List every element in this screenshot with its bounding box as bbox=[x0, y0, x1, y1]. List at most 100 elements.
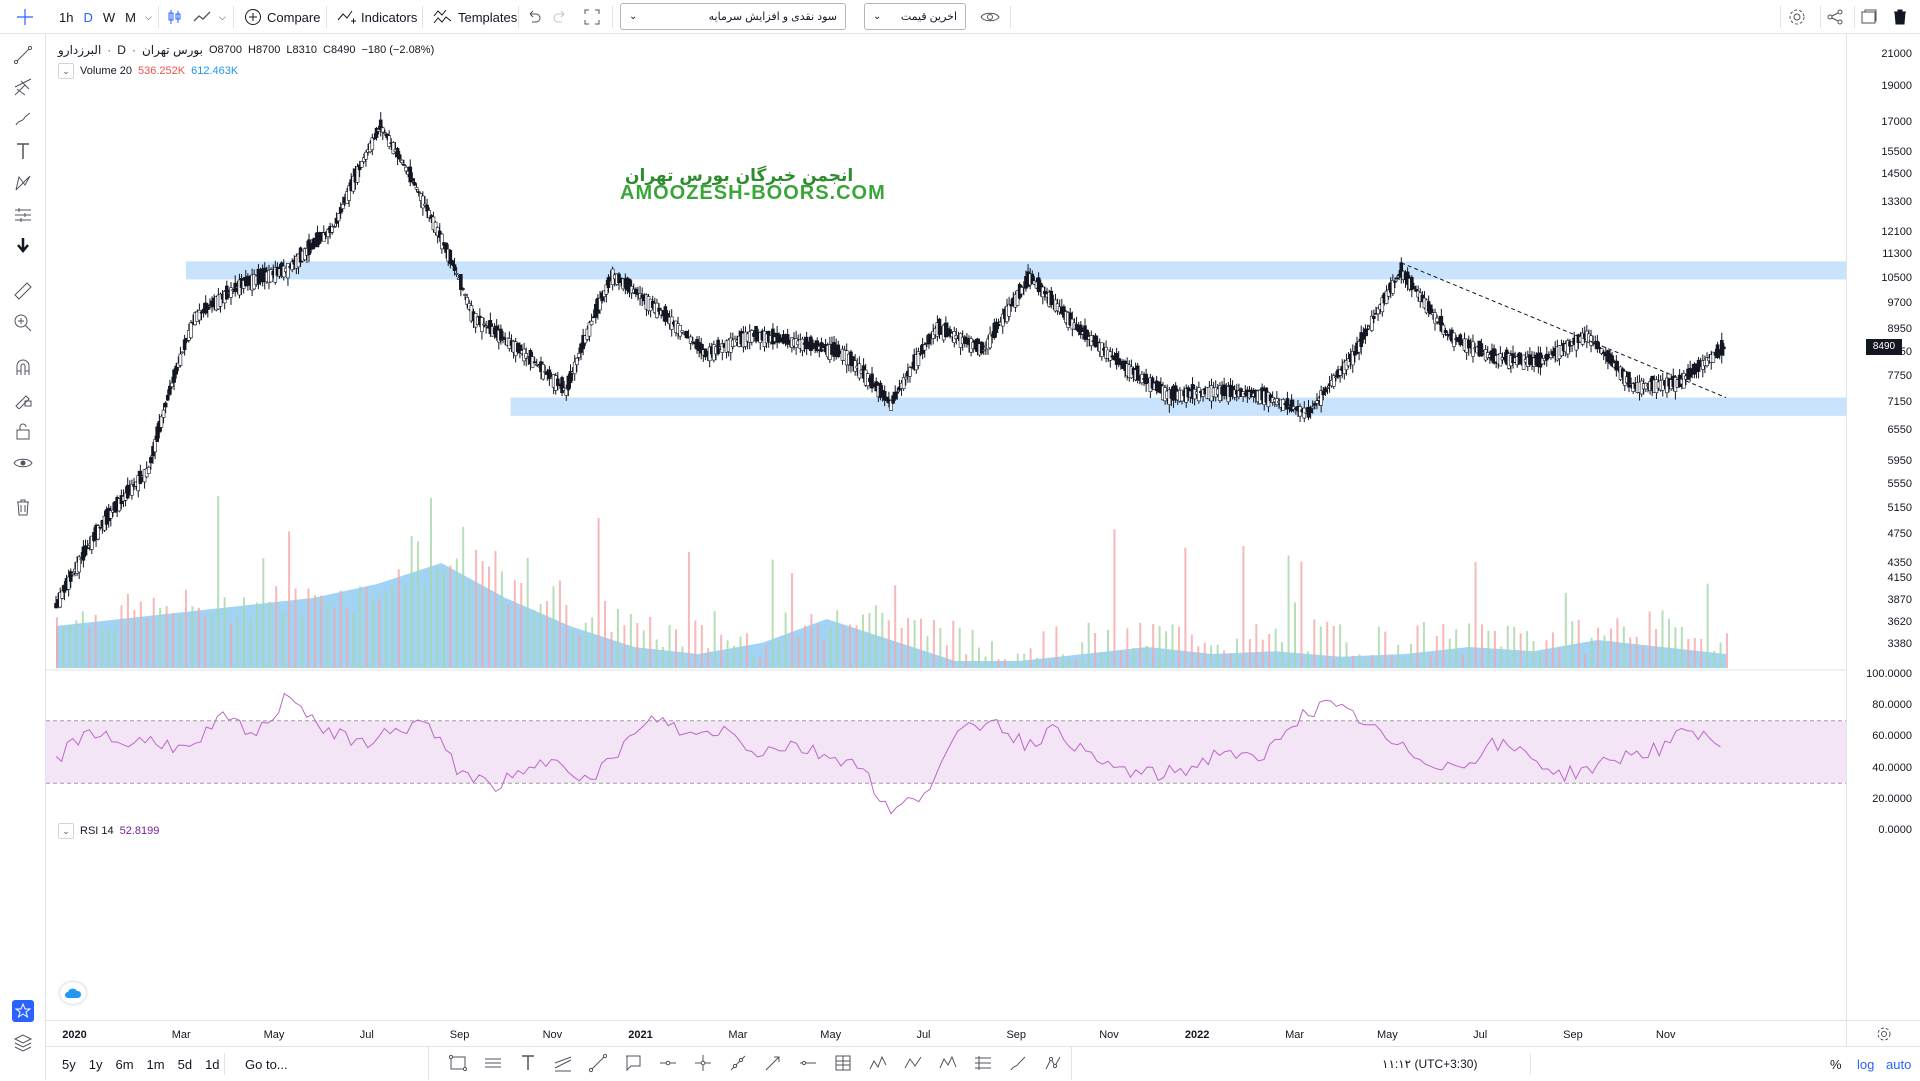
price-type-dropdown[interactable]: ⌄ اخرین قیمت bbox=[864, 3, 966, 30]
fib-retracement-icon[interactable] bbox=[827, 1047, 859, 1079]
xabcd-pattern-icon[interactable] bbox=[862, 1047, 894, 1079]
volume-bar bbox=[255, 602, 258, 668]
candle-body bbox=[370, 137, 375, 151]
time-axis[interactable]: 2020 Mar May Jul Sep Nov 2021 Mar May Jul Sep Nov 20… bbox=[46, 1020, 1846, 1046]
symbol-name[interactable]: البرزدارو bbox=[58, 43, 102, 57]
volume-bar bbox=[62, 626, 65, 668]
lock-icon[interactable] bbox=[12, 420, 34, 442]
abcd-pattern-icon[interactable] bbox=[897, 1047, 929, 1079]
range-1m[interactable]: 1m bbox=[146, 1056, 165, 1072]
indicators-button[interactable]: Indicators bbox=[331, 0, 423, 34]
rsi-label[interactable]: RSI 14 bbox=[80, 825, 114, 837]
volume-bar bbox=[1023, 653, 1026, 668]
magnet-icon[interactable] bbox=[12, 356, 34, 378]
volume-bar bbox=[1042, 631, 1045, 668]
cloud-logo-icon[interactable] bbox=[60, 982, 86, 1004]
interval-1h[interactable]: 1h bbox=[59, 9, 74, 25]
interval-m[interactable]: M bbox=[125, 9, 136, 25]
settings-gear-icon[interactable] bbox=[1788, 0, 1806, 34]
price-chart[interactable] bbox=[46, 34, 1846, 1020]
elliott-wave-icon[interactable] bbox=[932, 1047, 964, 1079]
volume-bar bbox=[1609, 628, 1612, 668]
candle-body bbox=[882, 390, 887, 401]
interval-w[interactable]: W bbox=[102, 9, 116, 25]
volume-bar bbox=[352, 612, 355, 668]
log-toggle[interactable]: log bbox=[1857, 1056, 1875, 1072]
volume-bar bbox=[610, 631, 613, 668]
path-tool-icon[interactable] bbox=[1037, 1047, 1069, 1079]
range-6m[interactable]: 6m bbox=[115, 1056, 134, 1072]
star-watchlist-icon[interactable] bbox=[12, 1000, 34, 1022]
prediction-icon[interactable] bbox=[12, 204, 34, 226]
trend-angle-icon[interactable] bbox=[722, 1047, 754, 1079]
candles-icon[interactable] bbox=[166, 0, 184, 34]
volume-bar bbox=[410, 536, 413, 668]
volume-bar bbox=[1145, 645, 1148, 668]
candle-body bbox=[1435, 317, 1439, 323]
eye-icon[interactable] bbox=[980, 0, 1000, 34]
collapse-chevron-icon[interactable]: ⌄ bbox=[58, 823, 74, 839]
candle-body bbox=[372, 137, 377, 140]
price-axis-label: 4150 bbox=[1887, 571, 1912, 584]
horizontal-line-icon[interactable] bbox=[792, 1047, 824, 1079]
range-1d[interactable]: 1d bbox=[205, 1056, 220, 1072]
zoom-in-icon[interactable] bbox=[12, 312, 34, 334]
range-5d[interactable]: 5d bbox=[177, 1056, 193, 1072]
eye-icon[interactable] bbox=[12, 452, 34, 474]
volume-bar bbox=[455, 558, 458, 668]
dividend-dropdown[interactable]: ⌄ سود نقدی و افزایش سرمایه bbox=[620, 3, 846, 30]
templates-button[interactable]: Templates bbox=[427, 0, 523, 34]
snapshot-icon[interactable] bbox=[1860, 0, 1878, 34]
volume-bar bbox=[1642, 645, 1645, 668]
horizontal-ray-icon[interactable] bbox=[652, 1047, 684, 1079]
share-icon[interactable] bbox=[1826, 0, 1844, 34]
range-1y[interactable]: 1y bbox=[88, 1056, 103, 1072]
crosshair-icon[interactable] bbox=[6, 0, 44, 34]
percent-toggle[interactable]: % bbox=[1830, 1056, 1842, 1072]
brush-icon[interactable] bbox=[12, 108, 34, 130]
auto-toggle[interactable]: auto bbox=[1886, 1056, 1912, 1072]
undo-icon[interactable] bbox=[526, 0, 542, 34]
redo-icon[interactable] bbox=[552, 0, 568, 34]
fullscreen-icon[interactable] bbox=[583, 0, 601, 34]
parallel-channel-icon[interactable] bbox=[477, 1047, 509, 1079]
lock-drawing-icon[interactable] bbox=[12, 388, 34, 410]
text-icon[interactable] bbox=[512, 1047, 544, 1079]
text-tool-icon[interactable] bbox=[12, 140, 34, 162]
pattern-icon[interactable] bbox=[12, 172, 34, 194]
volume-bar bbox=[900, 628, 903, 668]
ray-line-icon[interactable] bbox=[582, 1047, 614, 1079]
trend-line-icon[interactable] bbox=[12, 44, 34, 66]
goto-button[interactable]: Go to... bbox=[245, 1056, 288, 1072]
trash-icon[interactable] bbox=[12, 496, 34, 518]
line-chart-icon[interactable] bbox=[192, 0, 212, 34]
volume-bar bbox=[1010, 662, 1013, 668]
ruler-icon[interactable] bbox=[12, 280, 34, 302]
clock-label[interactable]: ۱۱:۱۲ (UTC+3:30) bbox=[1382, 1057, 1478, 1071]
pitchfork-icon[interactable] bbox=[12, 76, 34, 98]
chevron-down-icon[interactable]: ⌵ bbox=[144, 11, 152, 22]
long-position-icon[interactable] bbox=[967, 1047, 999, 1079]
arrow-tool-icon[interactable] bbox=[757, 1047, 789, 1079]
volume-bar bbox=[1687, 638, 1690, 668]
cross-line-icon[interactable] bbox=[687, 1047, 719, 1079]
trash-icon[interactable] bbox=[1893, 0, 1907, 34]
callout-icon[interactable] bbox=[617, 1047, 649, 1079]
chevron-down-icon[interactable]: ⌵ bbox=[219, 11, 226, 22]
interval-d[interactable]: D bbox=[83, 9, 93, 25]
layers-icon[interactable] bbox=[12, 1032, 34, 1054]
axis-settings-icon[interactable] bbox=[1846, 1020, 1920, 1046]
brush-tool-icon[interactable] bbox=[1002, 1047, 1034, 1079]
collapse-chevron-icon[interactable]: ⌄ bbox=[58, 63, 74, 79]
volume-bar bbox=[913, 619, 916, 668]
range-5y[interactable]: 5y bbox=[62, 1056, 76, 1072]
volume-bar bbox=[371, 600, 374, 668]
price-axis[interactable]: 21000 19000 17000 15500 14500 13300 12100 11300… bbox=[1846, 34, 1920, 1020]
volume-label[interactable]: Volume 20 bbox=[80, 65, 132, 77]
compare-button[interactable]: Compare bbox=[238, 0, 326, 34]
volume-bar bbox=[1416, 625, 1419, 668]
arrow-down-icon[interactable] bbox=[12, 234, 34, 256]
candle-body bbox=[994, 321, 999, 333]
fib-channel-icon[interactable] bbox=[547, 1047, 579, 1079]
rectangle-tool-icon[interactable] bbox=[442, 1047, 474, 1079]
